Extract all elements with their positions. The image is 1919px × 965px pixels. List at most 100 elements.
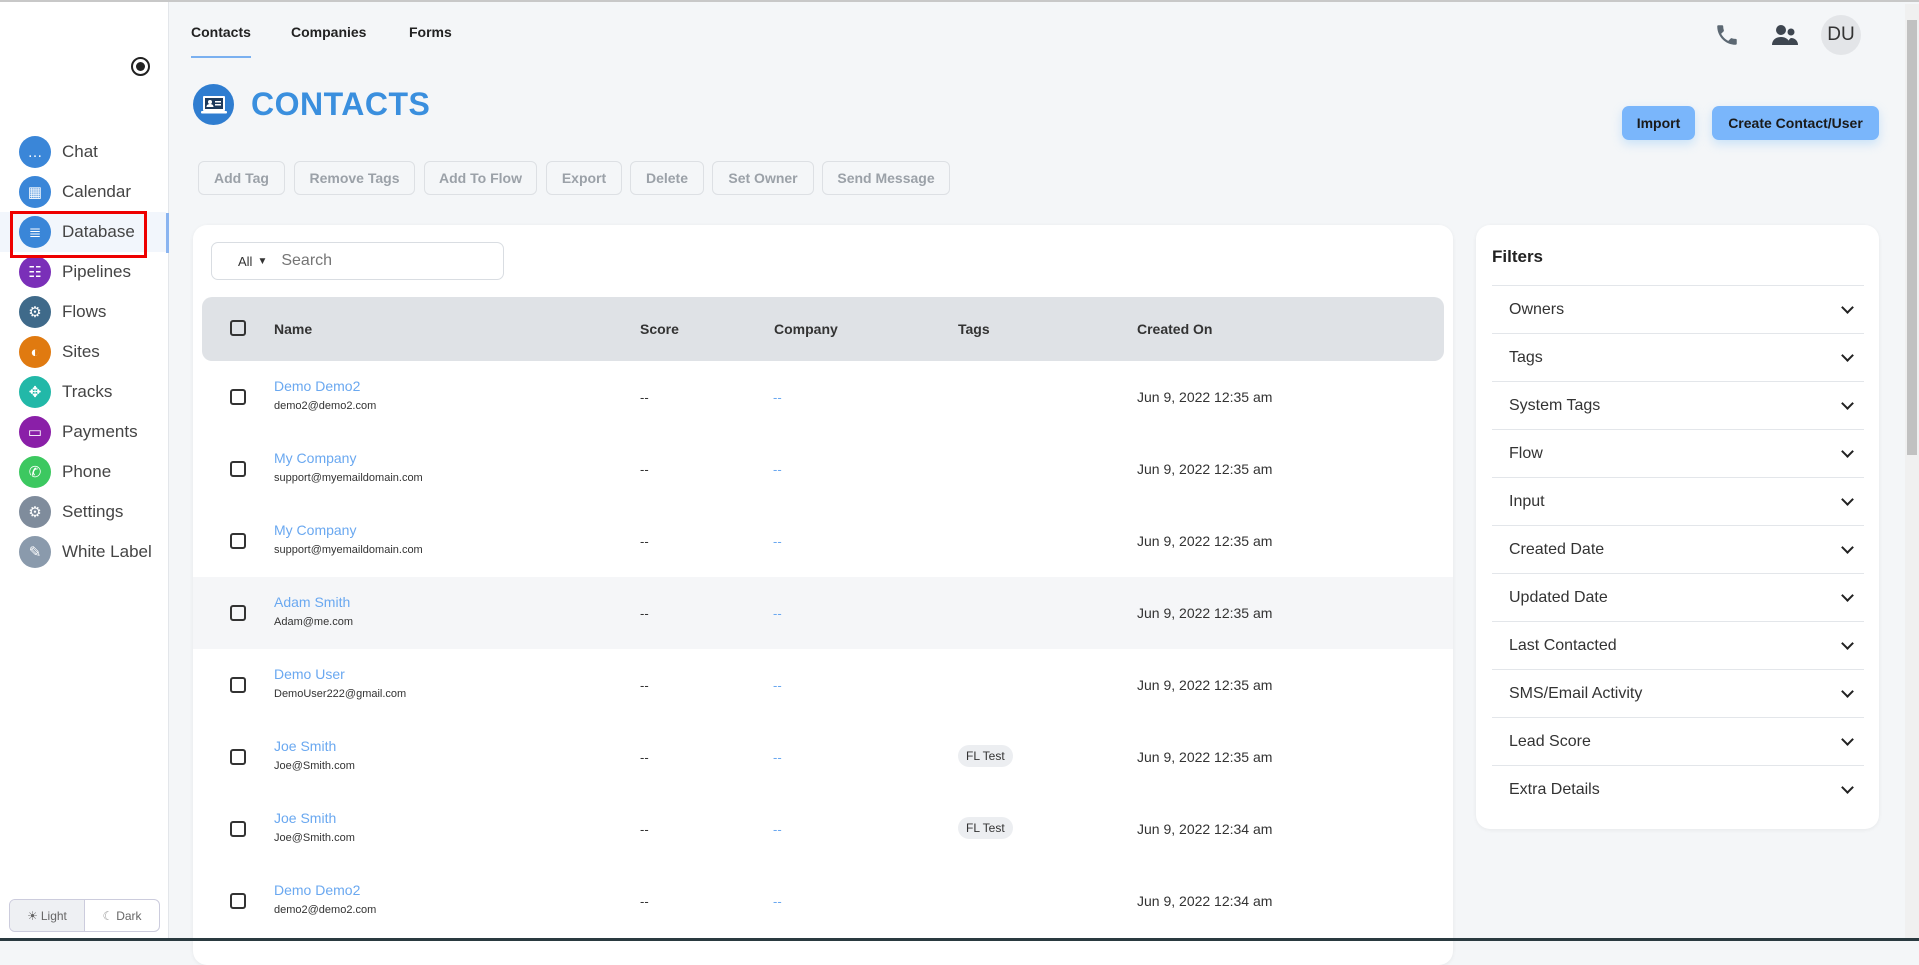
contact-name-link[interactable]: Adam Smith	[274, 594, 351, 610]
filter-flow[interactable]: Flow	[1492, 429, 1864, 477]
contact-email: demo2@demo2.com	[274, 904, 377, 916]
create-contact-button[interactable]: Create Contact/User	[1712, 106, 1879, 140]
row-checkbox[interactable]	[230, 533, 246, 549]
row-checkbox[interactable]	[230, 389, 246, 405]
score-value: --	[640, 822, 649, 837]
search-input[interactable]	[281, 252, 482, 270]
chevron-down-icon	[1841, 684, 1854, 698]
payments-icon: ▭	[19, 416, 51, 448]
filter-input[interactable]: Input	[1492, 477, 1864, 525]
dark-mode-button[interactable]: ☾ Dark	[102, 908, 142, 923]
column-score[interactable]: Score	[640, 321, 679, 337]
contact-name-link[interactable]: My Company	[274, 450, 357, 466]
sites-icon: ◐	[19, 336, 51, 368]
row-checkbox[interactable]	[230, 749, 246, 765]
sidebar-item-phone[interactable]: ✆ Phone	[0, 452, 166, 492]
column-company[interactable]: Company	[774, 321, 838, 337]
export-button[interactable]: Export	[546, 161, 622, 195]
company-link[interactable]: --	[773, 678, 782, 693]
table-row[interactable]: Demo Demo2 demo2@demo2.com -- -- Jun 9, 2…	[193, 865, 1453, 937]
tab-contacts[interactable]: Contacts	[191, 24, 251, 40]
row-checkbox[interactable]	[230, 893, 246, 909]
import-button[interactable]: Import	[1622, 106, 1695, 140]
send-message-button[interactable]: Send Message	[822, 161, 950, 195]
table-row[interactable]: Demo Demo2 demo2@demo2.com -- -- Jun 9, 2…	[193, 361, 1453, 433]
calendar-icon: ▦	[19, 176, 51, 208]
filter-owners[interactable]: Owners	[1492, 285, 1864, 333]
contact-name-link[interactable]: Demo User	[274, 666, 345, 682]
company-link[interactable]: --	[773, 822, 782, 837]
company-link[interactable]: --	[773, 894, 782, 909]
table-row[interactable]: Demo User DemoUser222@gmail.com -- -- Jun…	[193, 649, 1453, 721]
row-checkbox[interactable]	[230, 461, 246, 477]
column-tags[interactable]: Tags	[958, 321, 990, 337]
table-row[interactable]: Joe Smith Joe@Smith.com -- -- FL Test Jun…	[193, 721, 1453, 793]
contact-email: DemoUser222@gmail.com	[274, 688, 407, 700]
remove-tags-button[interactable]: Remove Tags	[294, 161, 415, 195]
filter-sms-email-activity[interactable]: SMS/Email Activity	[1492, 669, 1864, 717]
row-checkbox[interactable]	[230, 677, 246, 693]
users-icon[interactable]	[1771, 22, 1799, 48]
set-owner-button[interactable]: Set Owner	[712, 161, 814, 195]
score-value: --	[640, 390, 649, 405]
row-checkbox[interactable]	[230, 821, 246, 837]
filter-created-date[interactable]: Created Date	[1492, 525, 1864, 573]
filter-lead-score[interactable]: Lead Score	[1492, 717, 1864, 765]
column-created-on[interactable]: Created On	[1137, 321, 1213, 337]
sidebar-item-tracks[interactable]: ✥ Tracks	[0, 372, 166, 412]
search-filter-dropdown[interactable]: All ▼	[238, 253, 268, 269]
delete-button[interactable]: Delete	[630, 161, 704, 195]
company-link[interactable]: --	[773, 750, 782, 765]
sidebar-item-calendar[interactable]: ▦ Calendar	[0, 172, 166, 212]
sidebar-item-chat[interactable]: … Chat	[0, 132, 166, 172]
tab-forms[interactable]: Forms	[409, 24, 452, 40]
sidebar-item-sites[interactable]: ◐ Sites	[0, 332, 166, 372]
chevron-down-icon	[1841, 588, 1854, 602]
phone-icon[interactable]	[1714, 22, 1740, 48]
table-row[interactable]: My Company support@myemaildomain.com -- -…	[193, 433, 1453, 505]
filter-system-tags[interactable]: System Tags	[1492, 381, 1864, 429]
company-link[interactable]: --	[773, 606, 782, 621]
add-tag-button[interactable]: Add Tag	[198, 161, 285, 195]
sidebar-item-payments[interactable]: ▭ Payments	[0, 412, 166, 452]
avatar[interactable]: DU	[1821, 15, 1861, 55]
table-row[interactable]: My Company support@myemaildomain.com -- -…	[193, 505, 1453, 577]
score-value: --	[640, 462, 649, 477]
select-all-checkbox[interactable]	[230, 320, 246, 336]
light-mode-button[interactable]: ☀ Light	[10, 900, 85, 931]
active-indicator	[166, 213, 169, 253]
sidebar-item-white-label[interactable]: ✎ White Label	[0, 532, 166, 572]
contact-name-link[interactable]: My Company	[274, 522, 357, 538]
sidebar-item-database[interactable]: ≣ Database	[0, 212, 166, 252]
contact-name-link[interactable]: Joe Smith	[274, 738, 337, 754]
flows-icon: ⚙	[19, 296, 51, 328]
score-value: --	[640, 606, 649, 621]
contact-email: demo2@demo2.com	[274, 400, 377, 412]
sidebar-item-flows[interactable]: ⚙ Flows	[0, 292, 166, 332]
sidebar-item-pipelines[interactable]: ☷ Pipelines	[0, 252, 166, 292]
chevron-down-icon	[1841, 492, 1854, 506]
contact-name-link[interactable]: Joe Smith	[274, 810, 337, 826]
table-row[interactable]: Adam Smith Adam@me.com -- -- Jun 9, 2022 …	[193, 577, 1453, 649]
contact-name-link[interactable]: Demo Demo2	[274, 378, 361, 394]
company-link[interactable]: --	[773, 390, 782, 405]
scrollbar-thumb[interactable]	[1907, 20, 1917, 455]
tab-companies[interactable]: Companies	[291, 24, 367, 40]
filter-updated-date[interactable]: Updated Date	[1492, 573, 1864, 621]
filter-tags[interactable]: Tags	[1492, 333, 1864, 381]
company-link[interactable]: --	[773, 534, 782, 549]
table-row[interactable]: Joe Smith Joe@Smith.com -- -- FL Test Jun…	[193, 793, 1453, 865]
add-to-flow-button[interactable]: Add To Flow	[424, 161, 537, 195]
chevron-down-icon	[1841, 396, 1854, 410]
company-link[interactable]: --	[773, 462, 782, 477]
filter-extra-details[interactable]: Extra Details	[1492, 765, 1864, 813]
contact-email: support@myemaildomain.com	[274, 472, 423, 484]
row-checkbox[interactable]	[230, 605, 246, 621]
score-value: --	[640, 678, 649, 693]
sidebar-toggle-radio[interactable]	[131, 57, 150, 76]
column-name[interactable]: Name	[274, 321, 313, 337]
table-header	[202, 297, 1444, 361]
sidebar-item-settings[interactable]: ⚙ Settings	[0, 492, 166, 532]
contact-name-link[interactable]: Demo Demo2	[274, 882, 361, 898]
filter-last-contacted[interactable]: Last Contacted	[1492, 621, 1864, 669]
